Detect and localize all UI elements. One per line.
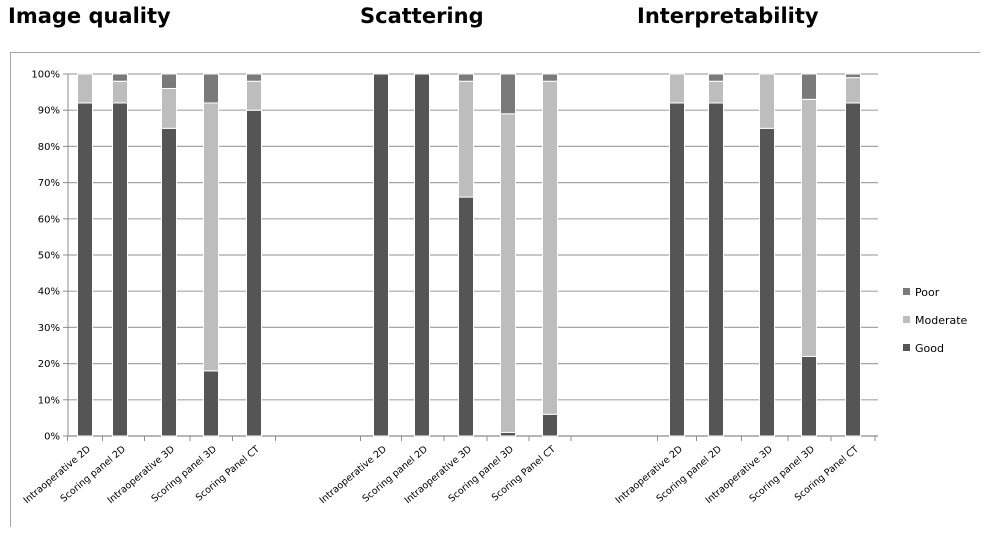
bar-segment-good	[708, 102, 724, 437]
bar-segment-good	[801, 355, 817, 437]
bar-segment-poor	[542, 73, 558, 82]
bar-segment-good	[845, 102, 861, 437]
legend-label-moderate: Moderate	[915, 314, 968, 327]
bar-segment-moderate	[542, 80, 558, 415]
y-tick-label: 90%	[38, 106, 60, 117]
bar-segment-good	[77, 102, 93, 437]
legend-label-good: Good	[915, 342, 944, 355]
bar-segment-poor	[161, 73, 177, 89]
y-tick-label: 100%	[31, 70, 60, 81]
bar-segment-moderate	[669, 73, 685, 104]
bar-segment-good	[500, 431, 516, 437]
bar-segment-moderate	[708, 80, 724, 104]
bar-segment-moderate	[246, 80, 262, 111]
bar-segment-moderate	[203, 102, 219, 372]
bar-segment-moderate	[500, 113, 516, 433]
y-tick-label: 70%	[38, 178, 60, 189]
bar-segment-moderate	[759, 73, 775, 129]
bar-segment-poor	[801, 73, 817, 100]
bar-segment-good	[458, 196, 474, 437]
bar-segment-good	[373, 73, 389, 437]
bar-segment-moderate	[801, 98, 817, 357]
bar-segment-good	[203, 370, 219, 437]
y-tick-label: 30%	[38, 323, 60, 334]
bar-segment-poor	[845, 73, 861, 79]
bar-segment-moderate	[845, 77, 861, 104]
bar-segment-poor	[246, 73, 262, 82]
legend-swatch-poor	[903, 288, 910, 295]
y-tick-label: 80%	[38, 142, 60, 153]
y-tick-label: 10%	[38, 395, 60, 406]
stacked-bar-chart: 0% 10% 20% 30% 40% 50% 60% 70% 80% 90% 100% Intraop…	[22, 70, 968, 507]
legend-label-poor: Poor	[915, 286, 940, 299]
bar-segment-poor	[112, 73, 128, 82]
bar-segment-good	[112, 102, 128, 437]
bar-segment-moderate	[112, 80, 128, 104]
bar-segment-good	[246, 109, 262, 437]
category-label: Intraoperative 2D	[318, 444, 389, 506]
y-tick-label: 0%	[44, 432, 60, 443]
bar-segment-good	[414, 73, 430, 437]
y-tick-label: 50%	[38, 251, 60, 262]
y-tick-label: 60%	[38, 214, 60, 225]
group-title-image-quality: Image quality	[8, 4, 171, 28]
bar-segment-poor	[458, 73, 474, 82]
bar-segment-good	[669, 102, 685, 437]
group-title-interpretability: Interpretability	[637, 4, 819, 28]
bar-segment-poor	[203, 73, 219, 104]
bar-segment-moderate	[458, 80, 474, 198]
bar-segment-moderate	[161, 87, 177, 129]
bar-segment-moderate	[77, 73, 93, 104]
bar-segment-good	[759, 127, 775, 437]
legend-swatch-moderate	[903, 316, 910, 323]
category-label: Intraoperative 2D	[614, 444, 685, 506]
chart-frame: 0% 10% 20% 30% 40% 50% 60% 70% 80% 90% 100% Intraop…	[10, 52, 980, 527]
y-tick-label: 20%	[38, 359, 60, 370]
bar-segment-poor	[500, 73, 516, 115]
bar-segment-good	[161, 127, 177, 437]
y-tick-label: 40%	[38, 287, 60, 298]
group-title-scattering: Scattering	[360, 4, 484, 28]
bar-segment-poor	[708, 73, 724, 82]
legend-swatch-good	[903, 344, 910, 351]
bar-segment-good	[542, 413, 558, 437]
